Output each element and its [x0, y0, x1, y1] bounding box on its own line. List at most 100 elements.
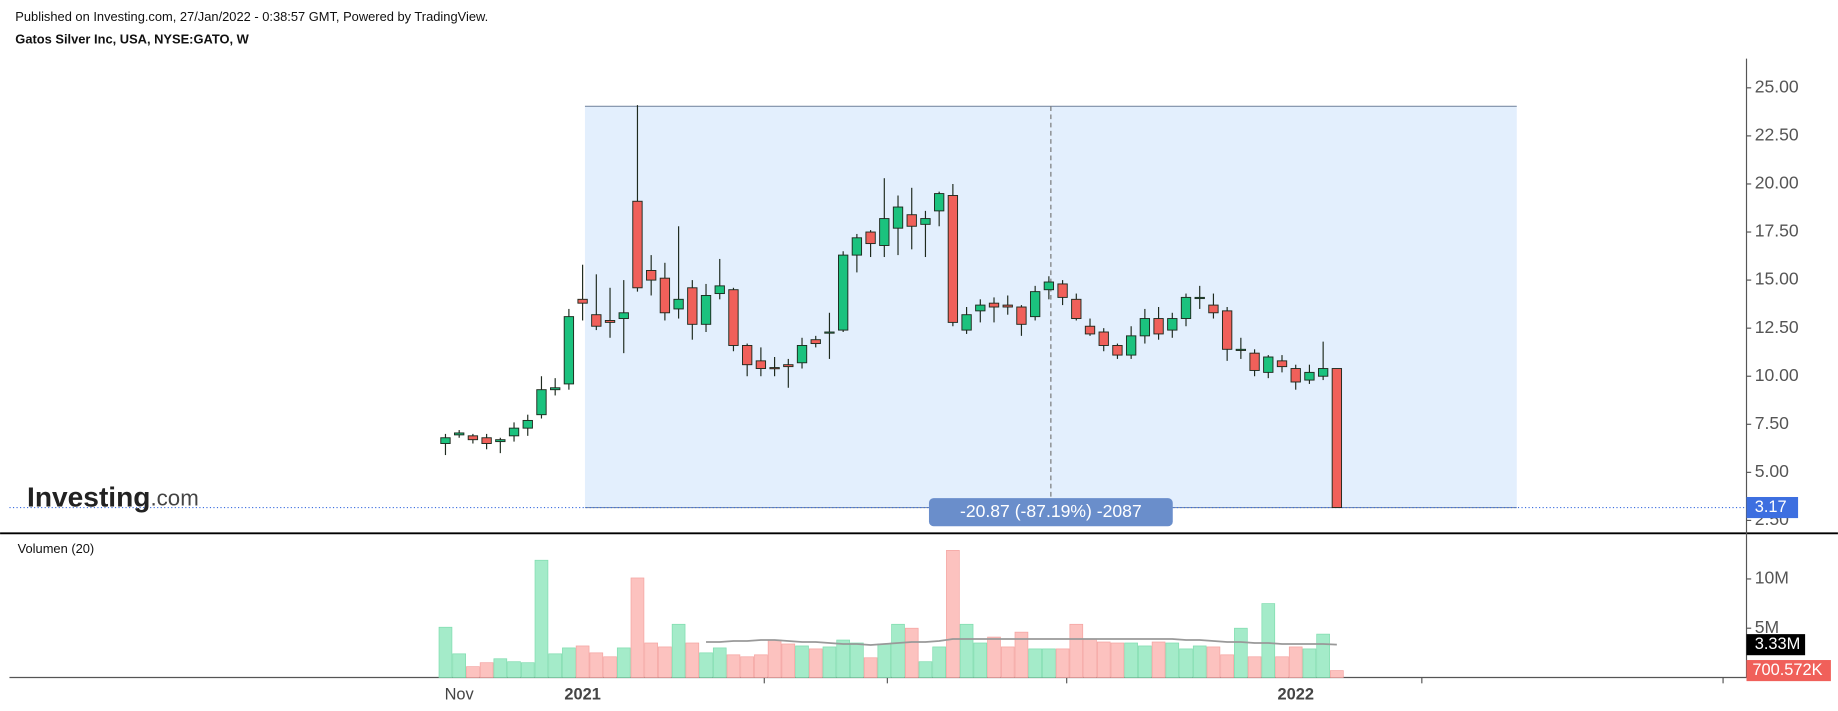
volume-bar	[1000, 646, 1015, 678]
volume-bar	[808, 648, 823, 678]
volume-bar	[1096, 641, 1111, 678]
candle-body	[632, 200, 643, 289]
volume-bar	[918, 661, 933, 678]
price-pane: 2.505.007.5010.0012.5015.0017.5020.0022.…	[9, 76, 1799, 529]
candle-body	[495, 439, 506, 443]
candle-body	[1029, 291, 1041, 318]
volume-bar	[795, 645, 809, 678]
volume-bar	[1042, 648, 1056, 678]
candle-body	[865, 231, 876, 245]
candle-body	[1290, 368, 1301, 383]
volume-last-label: 700.572K	[1752, 661, 1822, 679]
volume-bar	[946, 550, 960, 678]
candle-body	[988, 302, 1000, 308]
candle-body	[1221, 310, 1233, 350]
volume-bar	[671, 623, 686, 678]
candle-body	[1235, 348, 1247, 351]
candle-body	[975, 304, 986, 312]
volume-last-box	[1746, 660, 1831, 682]
candle-body	[1317, 368, 1329, 377]
volume-title: Volumen (20)	[18, 541, 95, 556]
volume-bar	[1055, 648, 1070, 678]
candle-body	[755, 360, 767, 370]
volume-bar	[699, 652, 713, 678]
candle-body	[1194, 296, 1205, 300]
volume-bar	[1110, 642, 1125, 678]
candle-body	[838, 254, 849, 331]
candle-body	[1208, 304, 1219, 314]
volume-bar	[534, 559, 549, 678]
y-tick-label: 5.00	[1755, 461, 1789, 481]
y-tick-label: 20.00	[1755, 173, 1799, 193]
candle-body	[1084, 325, 1096, 335]
volume-bar	[589, 652, 604, 678]
volume-bar	[822, 646, 837, 678]
volume-bar	[973, 642, 988, 678]
volume-bar	[466, 666, 480, 678]
last-price-box	[1746, 496, 1799, 519]
volume-bar	[575, 645, 590, 678]
candle-body	[481, 437, 492, 444]
candle-body	[1112, 344, 1123, 356]
volume-bar	[438, 626, 453, 678]
candle-body	[1002, 304, 1013, 308]
candle-body	[796, 344, 808, 364]
candle-body	[824, 331, 835, 334]
logo-main: Investing	[27, 482, 150, 513]
volume-bar	[1220, 654, 1234, 678]
ma-last-label: 3.33M	[1755, 635, 1801, 653]
candle-body	[591, 314, 602, 327]
volume-bar	[1179, 648, 1193, 678]
candle-body	[536, 389, 547, 416]
candle-body	[646, 270, 657, 281]
candle-body	[700, 295, 712, 325]
candle-body	[550, 387, 561, 391]
volume-bar	[1124, 642, 1138, 678]
y-tick-label: 17.50	[1755, 221, 1799, 241]
volume-bar	[850, 642, 864, 678]
candle-body	[961, 314, 972, 331]
x-tick-label: 2022	[1277, 685, 1313, 703]
candle-body	[522, 419, 533, 429]
symbol-title: Gatos Silver Inc, USA, NYSE:GATO, W	[15, 31, 249, 46]
candle-body	[1139, 318, 1151, 337]
candle-body	[1263, 356, 1274, 373]
volume-bar	[1083, 638, 1097, 678]
logo-suffix: .com	[150, 485, 198, 510]
candle-body	[810, 339, 821, 345]
candle-body	[920, 218, 931, 225]
candle-body	[1098, 331, 1109, 346]
y-tick-label: 12.50	[1755, 317, 1799, 337]
y-tick-label: 22.50	[1755, 125, 1799, 145]
volume-bar	[904, 627, 919, 678]
x-tick-label: 2021	[564, 685, 600, 703]
candle-body	[879, 218, 890, 246]
candle-body	[728, 289, 739, 346]
volume-bar	[562, 647, 576, 678]
volume-bar	[754, 654, 768, 678]
volume-bar	[726, 654, 741, 678]
candle-body	[892, 206, 904, 229]
volume-bar	[1261, 603, 1276, 678]
volume-bar	[644, 642, 658, 678]
candle-body	[563, 316, 575, 385]
volume-bar	[1028, 648, 1042, 678]
y-tick-label: 10.00	[1755, 365, 1799, 385]
volume-bar	[959, 623, 974, 678]
volume-bar	[1247, 656, 1262, 678]
volume-bar	[863, 657, 878, 678]
candle-body	[467, 435, 479, 441]
volume-bar	[616, 647, 631, 678]
volume-bar	[836, 639, 850, 678]
candle-body	[1180, 296, 1192, 320]
candle-body	[1153, 318, 1164, 335]
volume-ma-line	[706, 638, 1337, 646]
candle-body	[906, 214, 917, 227]
y-tick-label: 25.00	[1755, 76, 1799, 96]
volume-bar	[767, 639, 782, 678]
candle-body	[1167, 318, 1178, 331]
volume-bar	[1316, 633, 1330, 678]
candle-body	[618, 312, 629, 320]
candle-body	[1016, 306, 1027, 325]
volume-bar	[740, 656, 754, 678]
